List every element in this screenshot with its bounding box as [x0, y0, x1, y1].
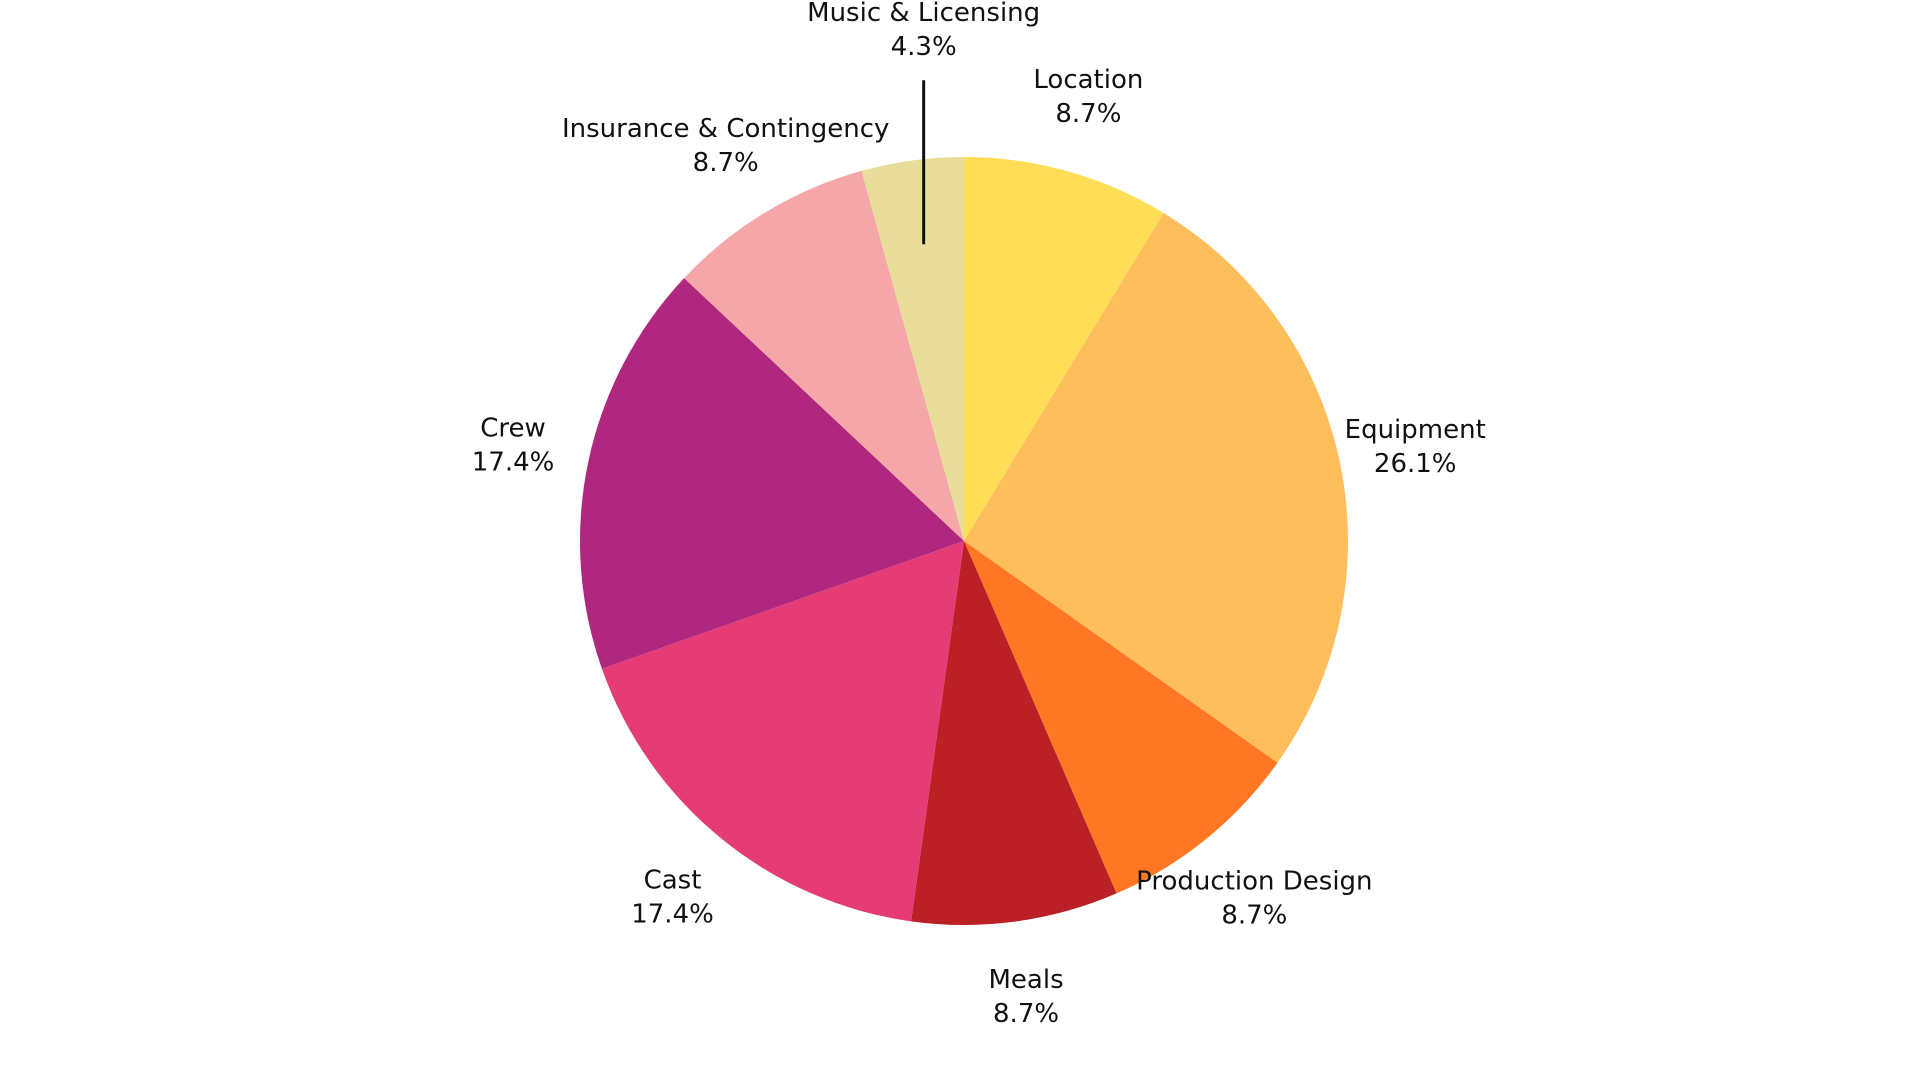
slice-value-label: 8.7%	[693, 148, 759, 178]
pie-slice	[580, 278, 964, 669]
pie-slice	[964, 212, 1348, 763]
slice-value-label: 8.7%	[1055, 99, 1121, 129]
pie-slice	[601, 541, 964, 922]
slice-value-label: 4.3%	[891, 32, 957, 62]
slice-label: Production Design	[1136, 866, 1372, 896]
slice-label: Cast	[644, 865, 702, 895]
pie-slice	[964, 541, 1278, 894]
slice-label: Location	[1033, 65, 1143, 95]
slice-label: Music & Licensing	[807, 0, 1040, 28]
pie-slice	[684, 170, 964, 541]
slice-label: Equipment	[1345, 415, 1486, 445]
pie-slice	[964, 157, 1164, 541]
slice-value-label: 26.1%	[1374, 449, 1457, 479]
slice-value-label: 17.4%	[472, 448, 555, 478]
slice-value-label: 8.7%	[1221, 900, 1287, 930]
slice-label: Insurance & Contingency	[562, 114, 889, 144]
slice-label: Meals	[988, 965, 1063, 995]
pie-slice	[861, 157, 964, 541]
slice-value-label: 8.7%	[993, 999, 1059, 1029]
slice-label: Crew	[480, 414, 546, 444]
pie-slice	[911, 541, 1117, 925]
slice-value-label: 17.4%	[631, 899, 714, 929]
